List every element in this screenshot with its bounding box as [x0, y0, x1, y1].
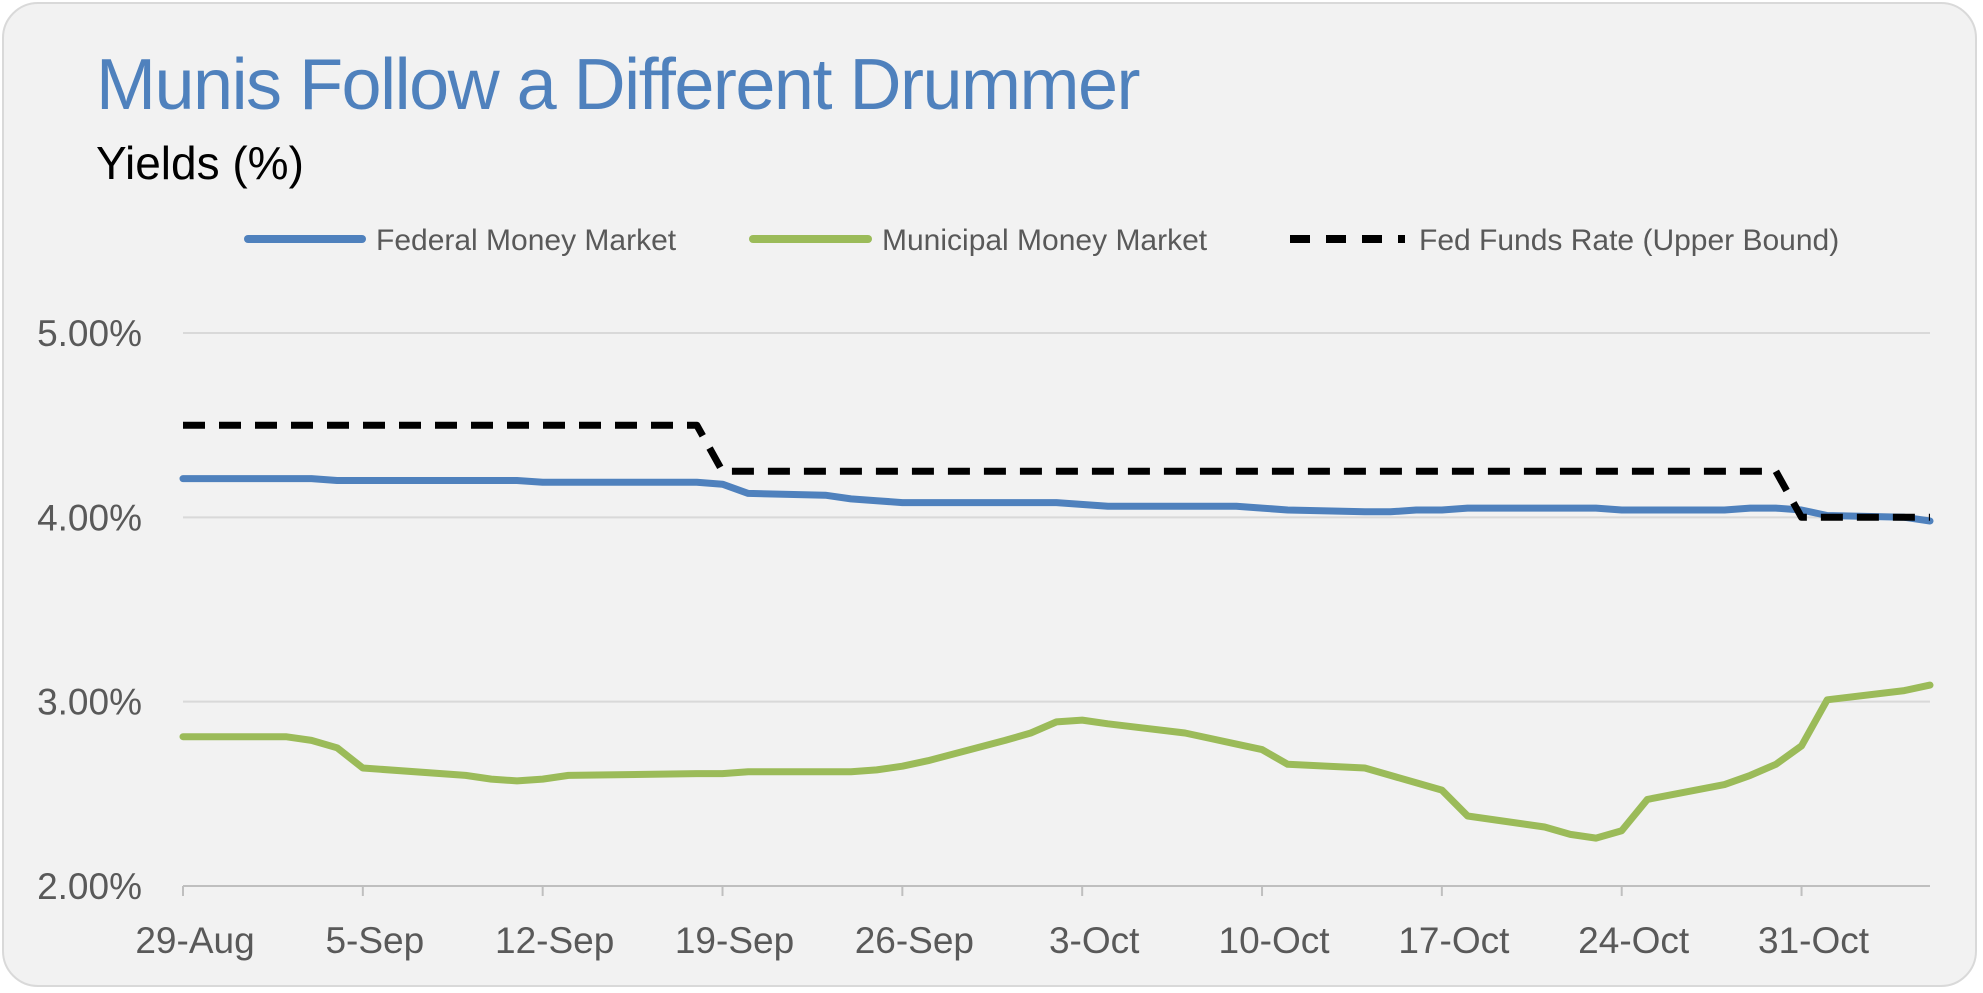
x-axis: 29-Aug 5-Sep 12-Sep 19-Sep 26-Sep 3-Oct 10-Oct…	[135, 885, 1930, 961]
municipal-money-market-line	[179, 681, 1934, 842]
legend-label: Federal Money Market	[376, 224, 677, 257]
x-tick-label: 24-Oct	[1578, 920, 1690, 961]
y-tick-label: 5.00%	[37, 313, 142, 354]
legend-label: Fed Funds Rate (Upper Bound)	[1419, 224, 1839, 257]
y-tick-label: 2.00%	[37, 866, 142, 907]
gridlines	[183, 332, 1930, 703]
y-axis-ticks: 2.00% 3.00% 4.00% 5.00%	[37, 313, 142, 907]
x-tick-label: 5-Sep	[325, 920, 424, 961]
x-tick-label: 17-Oct	[1398, 920, 1510, 961]
x-tick-label: 19-Sep	[675, 920, 794, 961]
chart-subtitle: Yields (%)	[96, 137, 304, 189]
x-tick-label: 31-Oct	[1758, 920, 1870, 961]
x-tick-label: 3-Oct	[1049, 920, 1140, 961]
y-tick-label: 4.00%	[37, 497, 142, 538]
x-tick-label: 12-Sep	[495, 920, 614, 961]
x-tick-label: 26-Sep	[855, 920, 974, 961]
legend: Federal Money Market Municipal Money Mark…	[244, 224, 1839, 257]
legend-label: Municipal Money Market	[882, 224, 1208, 257]
x-tick-label: 10-Oct	[1219, 920, 1331, 961]
x-tick-label: 29-Aug	[135, 920, 254, 961]
chart-title: Munis Follow a Different Drummer	[96, 45, 1140, 125]
series-lines	[179, 421, 1934, 842]
fed-funds-rate-upper-bound-line	[183, 421, 1930, 521]
y-tick-label: 3.00%	[37, 682, 142, 723]
federal-money-market-line	[179, 475, 1934, 525]
